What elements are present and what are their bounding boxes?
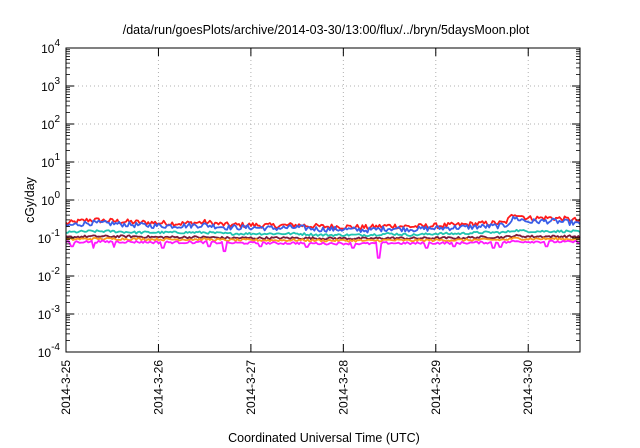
y-tick-label: 100	[41, 190, 60, 208]
axis-ticks: 10-4 10-3 10-2 10-1 100 101 102 103 104 2014-3-25…	[38, 38, 580, 415]
x-tick-label: 2014-3-29	[429, 360, 443, 415]
chart-title: /data/run/goesPlots/archive/2014-03-30/1…	[123, 23, 530, 37]
y-tick-label: 102	[41, 114, 60, 132]
x-tick-label: 2014-3-28	[336, 360, 350, 415]
x-tick-label: 2014-3-30	[521, 360, 535, 415]
series-line-magenta	[65, 239, 580, 259]
x-tick-label: 2014-3-25	[59, 360, 73, 415]
series-line-cyan	[66, 228, 581, 237]
grid	[66, 48, 580, 352]
series-line-blue	[65, 215, 581, 234]
y-tick-label: 10-1	[38, 228, 61, 246]
x-tick-label: 2014-3-26	[151, 360, 165, 415]
series-line-maroon	[65, 233, 581, 241]
y-tick-label: 10-3	[38, 304, 61, 322]
series-line-red	[65, 213, 581, 231]
series-line-orange	[65, 236, 581, 243]
y-tick-label: 10-2	[38, 266, 61, 284]
x-tick-label: 2014-3-27	[244, 360, 258, 415]
y-tick-label: 103	[41, 76, 60, 94]
x-axis-label: Coordinated Universal Time (UTC)	[228, 431, 420, 445]
y-tick-label: 10-4	[38, 342, 61, 360]
y-tick-label: 104	[41, 38, 60, 56]
y-tick-label: 101	[41, 152, 60, 170]
y-axis-label: cGy/day	[23, 176, 37, 223]
data-series	[65, 213, 581, 259]
